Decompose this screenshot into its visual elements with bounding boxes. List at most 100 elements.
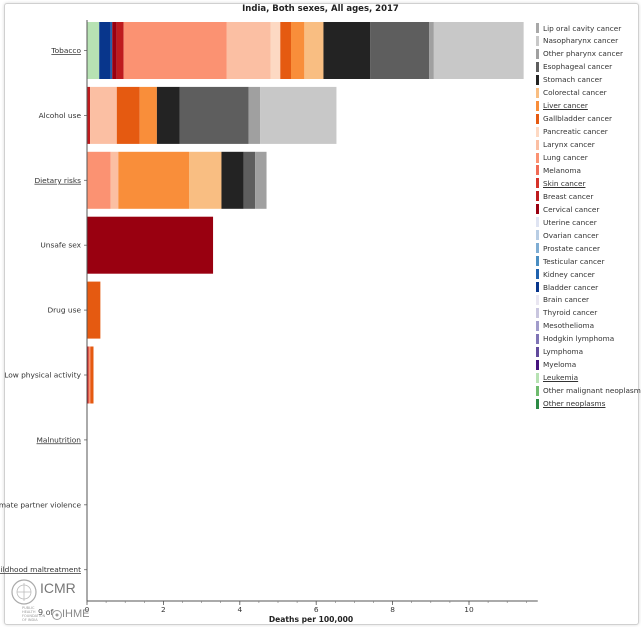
bar-dietary-risks-other-pharynx-cancer[interactable] <box>255 151 267 209</box>
bar-tobacco-nasopharynx-cancer[interactable] <box>433 22 524 79</box>
legend-swatch <box>536 398 539 409</box>
bar-unsafe-sex-cervical-cancer[interactable] <box>87 216 214 274</box>
legend-item-lymphoma[interactable]: Lymphoma <box>536 346 583 358</box>
legend-item-other-neoplasms[interactable]: Other neoplasms <box>536 398 605 410</box>
category-label-low-physical-activity: Low physical activity <box>4 371 81 380</box>
bar-alcohol-use-nasopharynx-cancer[interactable] <box>260 86 337 144</box>
phfi-logo-text: PUBLIC HEALTH FOUNDATION OF INDIA <box>22 606 46 622</box>
legend-item-nasopharynx-cancer[interactable]: Nasopharynx cancer <box>536 35 618 47</box>
legend-item-larynx-cancer[interactable]: Larynx cancer <box>536 139 595 151</box>
legend-swatch <box>536 346 539 357</box>
legend-item-esophageal-cancer[interactable]: Esophageal cancer <box>536 61 612 73</box>
legend-item-stomach-cancer[interactable]: Stomach cancer <box>536 74 602 86</box>
legend-swatch <box>536 217 539 228</box>
bar-alcohol-use-gallbladder-cancer[interactable] <box>116 86 140 144</box>
legend-item-colorectal-cancer[interactable]: Colorectal cancer <box>536 87 607 99</box>
bar-low-physical-activity-breast-cancer[interactable] <box>87 346 89 404</box>
legend-item-gallbladder-cancer[interactable]: Gallbladder cancer <box>536 113 612 125</box>
bar-alcohol-use-stomach-cancer[interactable] <box>156 86 180 144</box>
bar-tobacco-lung-cancer[interactable] <box>123 22 227 79</box>
legend-label: Myeloma <box>543 360 577 370</box>
bar-low-physical-activity-lung-cancer[interactable] <box>88 346 91 404</box>
legend-label: Skin cancer <box>543 178 586 188</box>
legend-label: Larynx cancer <box>543 140 595 150</box>
legend-item-liver-cancer[interactable]: Liver cancer <box>536 100 588 112</box>
legend-swatch <box>536 126 539 137</box>
logo-area: ICMR PUBLIC HEALTH FOUNDATION OF INDIA 9… <box>6 578 96 622</box>
legend-item-leukemia[interactable]: Leukemia <box>536 372 578 384</box>
legend-label: Esophageal cancer <box>543 62 613 72</box>
legend-item-pancreatic-cancer[interactable]: Pancreatic cancer <box>536 126 608 138</box>
bar-dietary-risks-liver-cancer[interactable] <box>118 151 189 209</box>
icmr-logo-text: ICMR <box>40 580 76 596</box>
legend-swatch <box>536 243 539 254</box>
legend-swatch <box>536 307 539 318</box>
bar-alcohol-use-esophageal-cancer[interactable] <box>179 86 249 144</box>
bar-tobacco-other-pharynx-cancer[interactable] <box>429 22 434 79</box>
legend-item-kidney-cancer[interactable]: Kidney cancer <box>536 268 595 280</box>
bar-tobacco-breast-cancer[interactable] <box>116 22 124 79</box>
bar-alcohol-use-larynx-cancer[interactable] <box>90 86 117 144</box>
legend-swatch <box>536 113 539 124</box>
bar-alcohol-use-other-pharynx-cancer[interactable] <box>248 86 261 144</box>
bar-tobacco-esophageal-cancer[interactable] <box>370 22 430 79</box>
bar-tobacco-leukemia[interactable] <box>87 22 100 79</box>
bar-tobacco-cervical-cancer[interactable] <box>112 22 117 79</box>
legend-item-other-malignant-neoplasms[interactable]: Other malignant neoplasms <box>536 385 641 397</box>
legend-item-melanoma[interactable]: Melanoma <box>536 164 581 176</box>
legend-swatch <box>536 359 539 370</box>
bar-tobacco-stomach-cancer[interactable] <box>323 22 371 79</box>
legend-item-cervical-cancer[interactable]: Cervical cancer <box>536 203 599 215</box>
bar-tobacco-larynx-cancer[interactable] <box>226 22 271 79</box>
legend-swatch <box>536 48 539 59</box>
legend-label: Hodgkin lymphoma <box>543 334 615 344</box>
bar-alcohol-use-liver-cancer[interactable] <box>139 86 157 144</box>
bar-tobacco-bladder-cancer[interactable] <box>99 22 111 79</box>
legend-item-mesothelioma[interactable]: Mesothelioma <box>536 320 594 332</box>
x-tick-label: 4 <box>237 605 242 614</box>
x-tick-label: 8 <box>390 605 395 614</box>
legend-item-brain-cancer[interactable]: Brain cancer <box>536 294 589 306</box>
bar-tobacco-gallbladder-cancer[interactable] <box>280 22 291 79</box>
bar-tobacco-kidney-cancer[interactable] <box>110 22 113 79</box>
legend-item-myeloma[interactable]: Myeloma <box>536 359 576 371</box>
legend-label: Kidney cancer <box>543 269 595 279</box>
legend-label: Lymphoma <box>543 347 584 357</box>
legend-item-bladder-cancer[interactable]: Bladder cancer <box>536 281 598 293</box>
bar-dietary-risks-lung-cancer[interactable] <box>87 151 111 209</box>
x-tick-label: 6 <box>314 605 319 614</box>
ihme-logo-icon <box>52 610 62 620</box>
legend-item-lung-cancer[interactable]: Lung cancer <box>536 152 588 164</box>
legend-item-breast-cancer[interactable]: Breast cancer <box>536 190 593 202</box>
category-label-malnutrition: Malnutrition <box>37 435 82 444</box>
page-indicator: 9 of <box>38 608 54 617</box>
legend-label: Cervical cancer <box>543 204 600 214</box>
legend-swatch <box>536 165 539 176</box>
legend-label: Ovarian cancer <box>543 230 599 240</box>
bar-drug-use-gallbladder-cancer[interactable] <box>87 281 101 339</box>
legend-swatch <box>536 230 539 241</box>
legend-item-thyroid-cancer[interactable]: Thyroid cancer <box>536 307 597 319</box>
bar-low-physical-activity-gallbladder-cancer[interactable] <box>90 346 94 404</box>
legend-item-hodgkin-lymphoma[interactable]: Hodgkin lymphoma <box>536 333 614 345</box>
legend-item-uterine-cancer[interactable]: Uterine cancer <box>536 216 597 228</box>
legend-item-testicular-cancer[interactable]: Testicular cancer <box>536 255 604 267</box>
legend-label: Stomach cancer <box>543 75 603 85</box>
bar-dietary-risks-esophageal-cancer[interactable] <box>243 151 256 209</box>
bar-dietary-risks-stomach-cancer[interactable] <box>221 151 244 209</box>
bar-dietary-risks-larynx-cancer[interactable] <box>110 151 119 209</box>
bar-tobacco-colorectal-cancer[interactable] <box>304 22 324 79</box>
legend-label: Lip oral cavity cancer <box>543 23 622 33</box>
legend-item-lip-oral-cavity-cancer[interactable]: Lip oral cavity cancer <box>536 22 621 34</box>
bar-tobacco-liver-cancer[interactable] <box>290 22 305 79</box>
legend-swatch <box>536 294 539 305</box>
legend-item-prostate-cancer[interactable]: Prostate cancer <box>536 242 600 254</box>
legend-label: Gallbladder cancer <box>543 114 612 124</box>
legend-item-skin-cancer[interactable]: Skin cancer <box>536 177 585 189</box>
bar-alcohol-use-breast-cancer[interactable] <box>87 86 91 144</box>
legend-item-ovarian-cancer[interactable]: Ovarian cancer <box>536 229 599 241</box>
legend-swatch <box>536 372 539 383</box>
bar-tobacco-pancreatic-cancer[interactable] <box>270 22 281 79</box>
legend-item-other-pharynx-cancer[interactable]: Other pharynx cancer <box>536 48 623 60</box>
bar-dietary-risks-colorectal-cancer[interactable] <box>188 151 222 209</box>
